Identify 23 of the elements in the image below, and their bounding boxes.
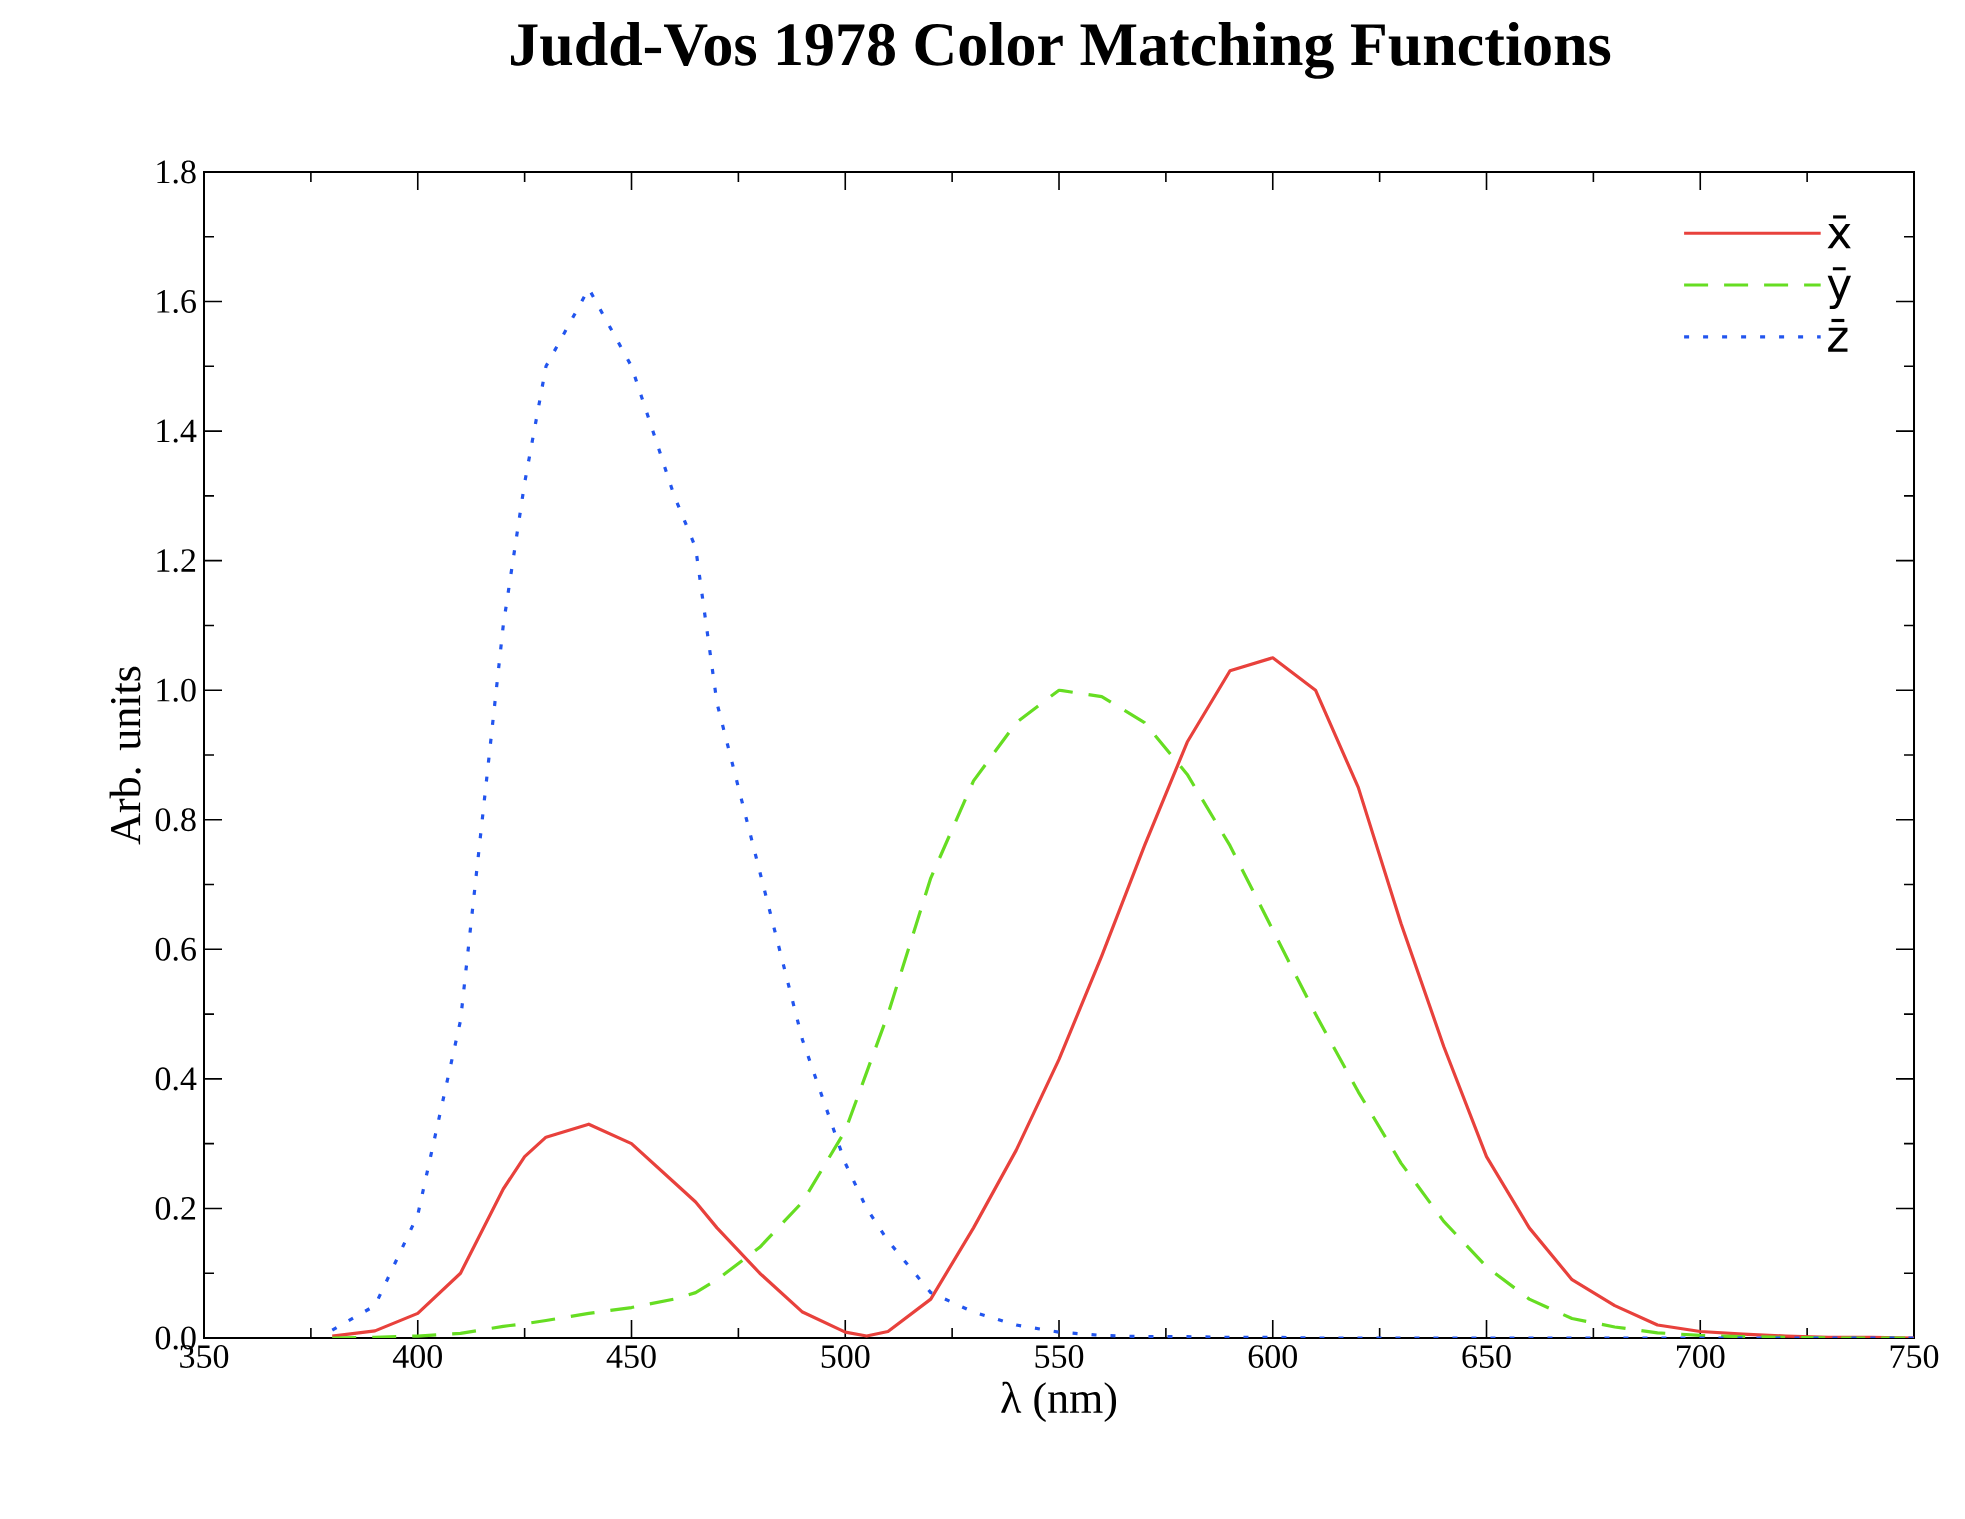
y-axis-title: Arb. units bbox=[109, 666, 141, 845]
y-tick-label: 1.0 bbox=[157, 678, 196, 702]
legend-label: z̄ bbox=[1828, 318, 1848, 352]
y-tick-label: 0.6 bbox=[155, 937, 196, 961]
y-tick-label: 1.4 bbox=[157, 419, 197, 443]
x-tick-label: 550 bbox=[1035, 1345, 1084, 1369]
x-tick-label: 750 bbox=[1890, 1345, 1939, 1369]
chart-title: Judd-Vos 1978 Color Matching Functions bbox=[511, 22, 1611, 79]
x-tick-label: 700 bbox=[1676, 1345, 1725, 1369]
y-tick-label: 1.8 bbox=[157, 160, 196, 184]
x-tick-label: 450 bbox=[606, 1345, 656, 1369]
x-tick-label: 650 bbox=[1462, 1345, 1511, 1369]
x-axis-title: λ (nm) bbox=[1001, 1381, 1117, 1423]
y-tick-label: 1.2 bbox=[157, 549, 196, 573]
x-tick-label: 600 bbox=[1248, 1345, 1297, 1369]
legend-label: x̄ bbox=[1827, 215, 1851, 249]
x-tick-label: 500 bbox=[821, 1345, 870, 1369]
x-tick-label: 400 bbox=[392, 1345, 442, 1369]
y-tick-label: 1.6 bbox=[157, 290, 196, 314]
y-tick-label: 0.4 bbox=[155, 1067, 197, 1091]
y-tick-label: 0.8 bbox=[155, 808, 196, 832]
legend-label: ȳ bbox=[1827, 267, 1852, 310]
y-tick-label: 0.2 bbox=[155, 1196, 196, 1220]
